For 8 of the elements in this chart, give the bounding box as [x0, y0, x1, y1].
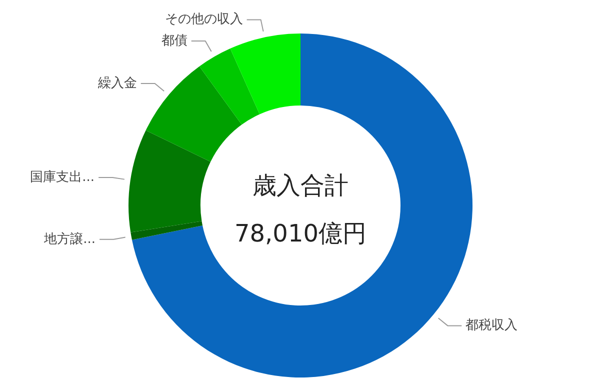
- text: 歳入合計: [252, 172, 348, 200]
- slice-label: 繰入金: [96, 76, 137, 91]
- slice-label: 国庫支出...: [30, 169, 95, 186]
- slice-label: 都税収入: [466, 318, 518, 334]
- slice-label: 都債: [161, 34, 188, 49]
- text: 78,010億円: [234, 220, 366, 248]
- slice-label: その他の収入: [164, 12, 243, 28]
- slice-label: 地方譲...: [43, 230, 96, 247]
